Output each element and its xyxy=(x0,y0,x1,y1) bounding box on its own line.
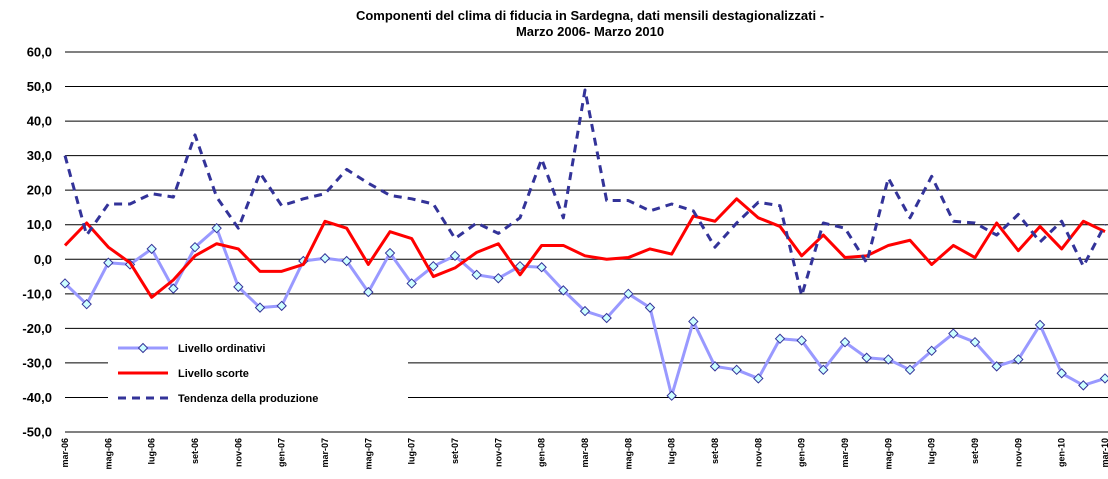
y-tick-label: 0,0 xyxy=(34,252,52,267)
x-tick-label: nov-06 xyxy=(233,438,243,467)
x-tick-label: mar-06 xyxy=(60,438,70,468)
y-tick-label: -40,0 xyxy=(22,390,52,405)
x-tick-label: set-09 xyxy=(970,438,980,464)
x-tick-label: mag-06 xyxy=(103,438,113,470)
x-tick-label: lug-06 xyxy=(147,438,157,465)
y-tick-label: -10,0 xyxy=(22,286,52,301)
x-tick-label: mag-08 xyxy=(623,438,633,470)
legend-label: Livello ordinativi xyxy=(178,343,265,355)
legend-label: Livello scorte xyxy=(178,368,249,380)
data-point xyxy=(667,391,676,400)
y-tick-label: 30,0 xyxy=(27,148,52,163)
x-tick-label: gen-09 xyxy=(797,438,807,467)
x-tick-label: set-07 xyxy=(450,438,460,464)
data-point xyxy=(732,365,741,374)
y-tick-label: 10,0 xyxy=(27,217,52,232)
y-tick-label: -30,0 xyxy=(22,355,52,370)
x-tick-label: mar-08 xyxy=(580,438,590,468)
legend-label: Tendenza della produzione xyxy=(178,393,318,405)
x-tick-label: nov-09 xyxy=(1013,438,1023,467)
y-tick-label: 60,0 xyxy=(27,45,52,60)
x-tick-label: set-08 xyxy=(710,438,720,464)
y-tick-label: -20,0 xyxy=(22,321,52,336)
x-tick-label: gen-10 xyxy=(1057,438,1067,467)
data-point xyxy=(321,254,330,263)
x-tick-label: lug-08 xyxy=(667,438,677,465)
x-tick-label: lug-07 xyxy=(407,438,417,465)
x-tick-label: mar-09 xyxy=(840,438,850,468)
x-tick-label: gen-08 xyxy=(537,438,547,467)
x-tick-label: lug-09 xyxy=(927,438,937,465)
x-tick-label: gen-07 xyxy=(277,438,287,467)
y-tick-label: 50,0 xyxy=(27,79,52,94)
chart-title: Marzo 2006- Marzo 2010 xyxy=(516,24,664,39)
x-tick-label: nov-07 xyxy=(493,438,503,467)
y-tick-label: -50,0 xyxy=(22,425,52,440)
x-tick-label: nov-08 xyxy=(753,438,763,467)
x-tick-label: set-06 xyxy=(190,438,200,464)
chart-title: Componenti del clima di fiducia in Sarde… xyxy=(356,8,824,23)
x-tick-label: mag-09 xyxy=(883,438,893,470)
y-tick-label: 20,0 xyxy=(27,183,52,198)
x-tick-label: mar-07 xyxy=(320,438,330,468)
data-point xyxy=(1101,374,1108,383)
x-tick-label: mar-10 xyxy=(1100,438,1108,468)
y-tick-label: 40,0 xyxy=(27,114,52,129)
x-tick-label: mag-07 xyxy=(363,438,373,470)
